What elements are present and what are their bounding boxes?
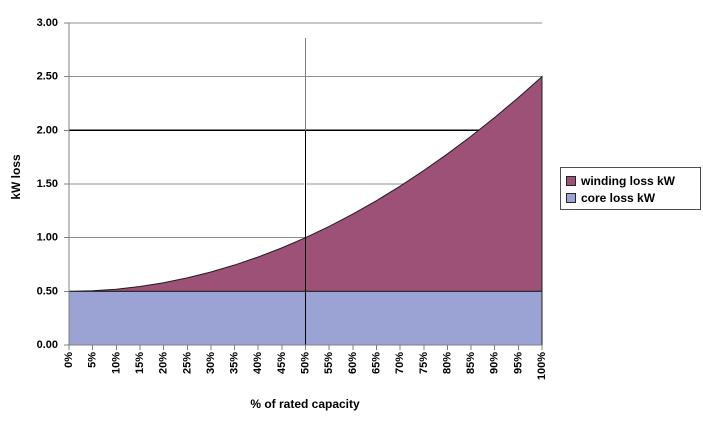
- x-tick-label: 0%: [63, 352, 75, 368]
- legend-item-core: core loss kW: [565, 189, 696, 206]
- x-tick-label: 80%: [441, 352, 453, 374]
- x-tick-label: 10%: [110, 352, 122, 374]
- x-tick-label: 90%: [489, 352, 501, 374]
- x-tick-label: 30%: [205, 352, 217, 374]
- y-tick-label: 1.50: [37, 178, 58, 190]
- x-tick-label: 75%: [418, 352, 430, 374]
- x-tick-label: 100%: [536, 352, 548, 380]
- x-tick-label: 20%: [158, 352, 170, 374]
- x-tick-label: 55%: [323, 352, 335, 374]
- x-tick-label: 70%: [394, 352, 406, 374]
- x-tick-label: 85%: [465, 352, 477, 374]
- x-tick-label: 40%: [252, 352, 264, 374]
- core-loss-swatch-icon: [566, 192, 576, 203]
- x-tick-label: 50%: [300, 352, 312, 374]
- y-tick-label: 0.00: [37, 339, 58, 351]
- y-tick-label: 3.00: [37, 17, 58, 29]
- legend-label-core: core loss kW: [581, 190, 656, 205]
- y-tick-label: 2.00: [37, 124, 58, 136]
- y-tick-label: 1.00: [37, 232, 58, 244]
- x-tick-label: 60%: [347, 352, 359, 374]
- legend-label-winding: winding loss kW: [581, 173, 676, 188]
- winding-loss-swatch-icon: [566, 175, 576, 186]
- x-tick-label: 5%: [87, 352, 99, 368]
- legend: winding loss kW core loss kW: [560, 167, 701, 210]
- x-tick-label: 65%: [370, 352, 382, 374]
- x-tick-label: 45%: [276, 352, 288, 374]
- x-axis-title: % of rated capacity: [250, 397, 360, 411]
- x-tick-label: 95%: [512, 352, 524, 374]
- x-tick-label: 35%: [229, 352, 241, 374]
- y-tick-label: 2.50: [37, 71, 58, 83]
- x-tick-label: 15%: [134, 352, 146, 374]
- y-axis-title: kW loss: [9, 154, 23, 200]
- x-tick-label: 25%: [181, 352, 193, 374]
- winding-loss-area: [68, 75, 543, 292]
- legend-item-winding: winding loss kW: [565, 172, 696, 189]
- y-tick-label: 0.50: [37, 285, 58, 297]
